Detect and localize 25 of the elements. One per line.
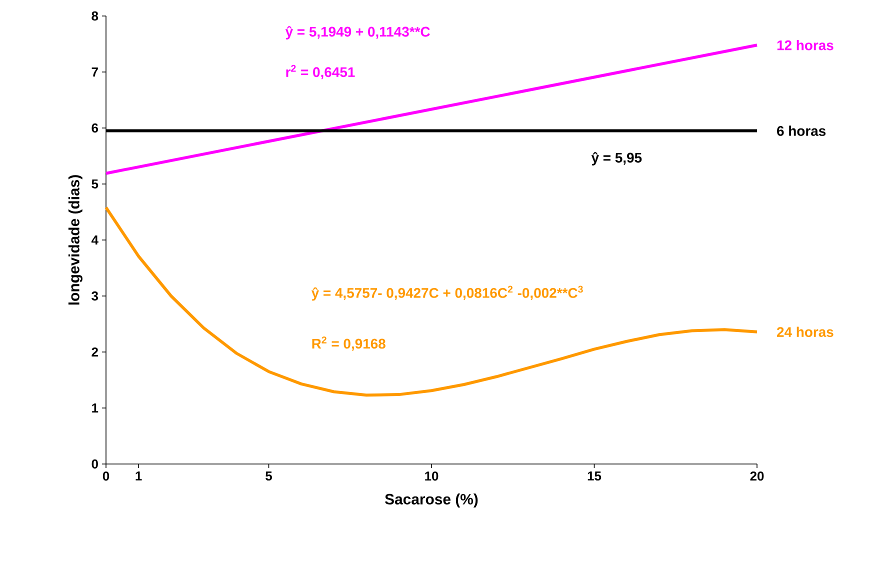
y-tick-label: 0 bbox=[92, 459, 98, 469]
x-axis-title: Sacarose (%) bbox=[385, 494, 478, 508]
annotation: ŷ = 5,1949 + 0,1143**C bbox=[285, 26, 430, 40]
x-tick-label: 15 bbox=[588, 472, 602, 481]
x-tick-label: 20 bbox=[750, 472, 764, 481]
series-label: 6 horas bbox=[777, 126, 826, 136]
y-tick-label: 6 bbox=[92, 123, 98, 133]
y-tick-label: 2 bbox=[92, 347, 98, 357]
y-tick-label: 1 bbox=[92, 404, 98, 412]
x-tick-label: 1 bbox=[136, 472, 142, 480]
annotation: ŷ = 5,95 bbox=[591, 152, 642, 166]
series-label: 24 horas bbox=[777, 326, 834, 337]
y-tick-label: 7 bbox=[92, 68, 98, 76]
annotation: ŷ = 4,5757- 0,9427C + 0,0816C$^{2}$ -0,002**C$^{3}$ bbox=[311, 286, 583, 301]
annotation: r$^{2}$ = 0,6451 bbox=[286, 64, 355, 80]
x-tick-label: 10 bbox=[425, 472, 438, 481]
y-tick-label: 3 bbox=[92, 291, 98, 301]
y-axis-title: longevidade (dias) bbox=[68, 175, 82, 305]
x-tick-label: 0 bbox=[102, 472, 110, 481]
y-tick-label: 4 bbox=[91, 236, 98, 244]
y-tick-label: 8 bbox=[92, 11, 98, 21]
x-tick-label: 5 bbox=[266, 472, 272, 481]
y-tick-label: 5 bbox=[92, 179, 98, 189]
series-label: 12 horas bbox=[777, 40, 834, 50]
annotation: R$^{2}$ = 0,9168 bbox=[312, 336, 386, 351]
